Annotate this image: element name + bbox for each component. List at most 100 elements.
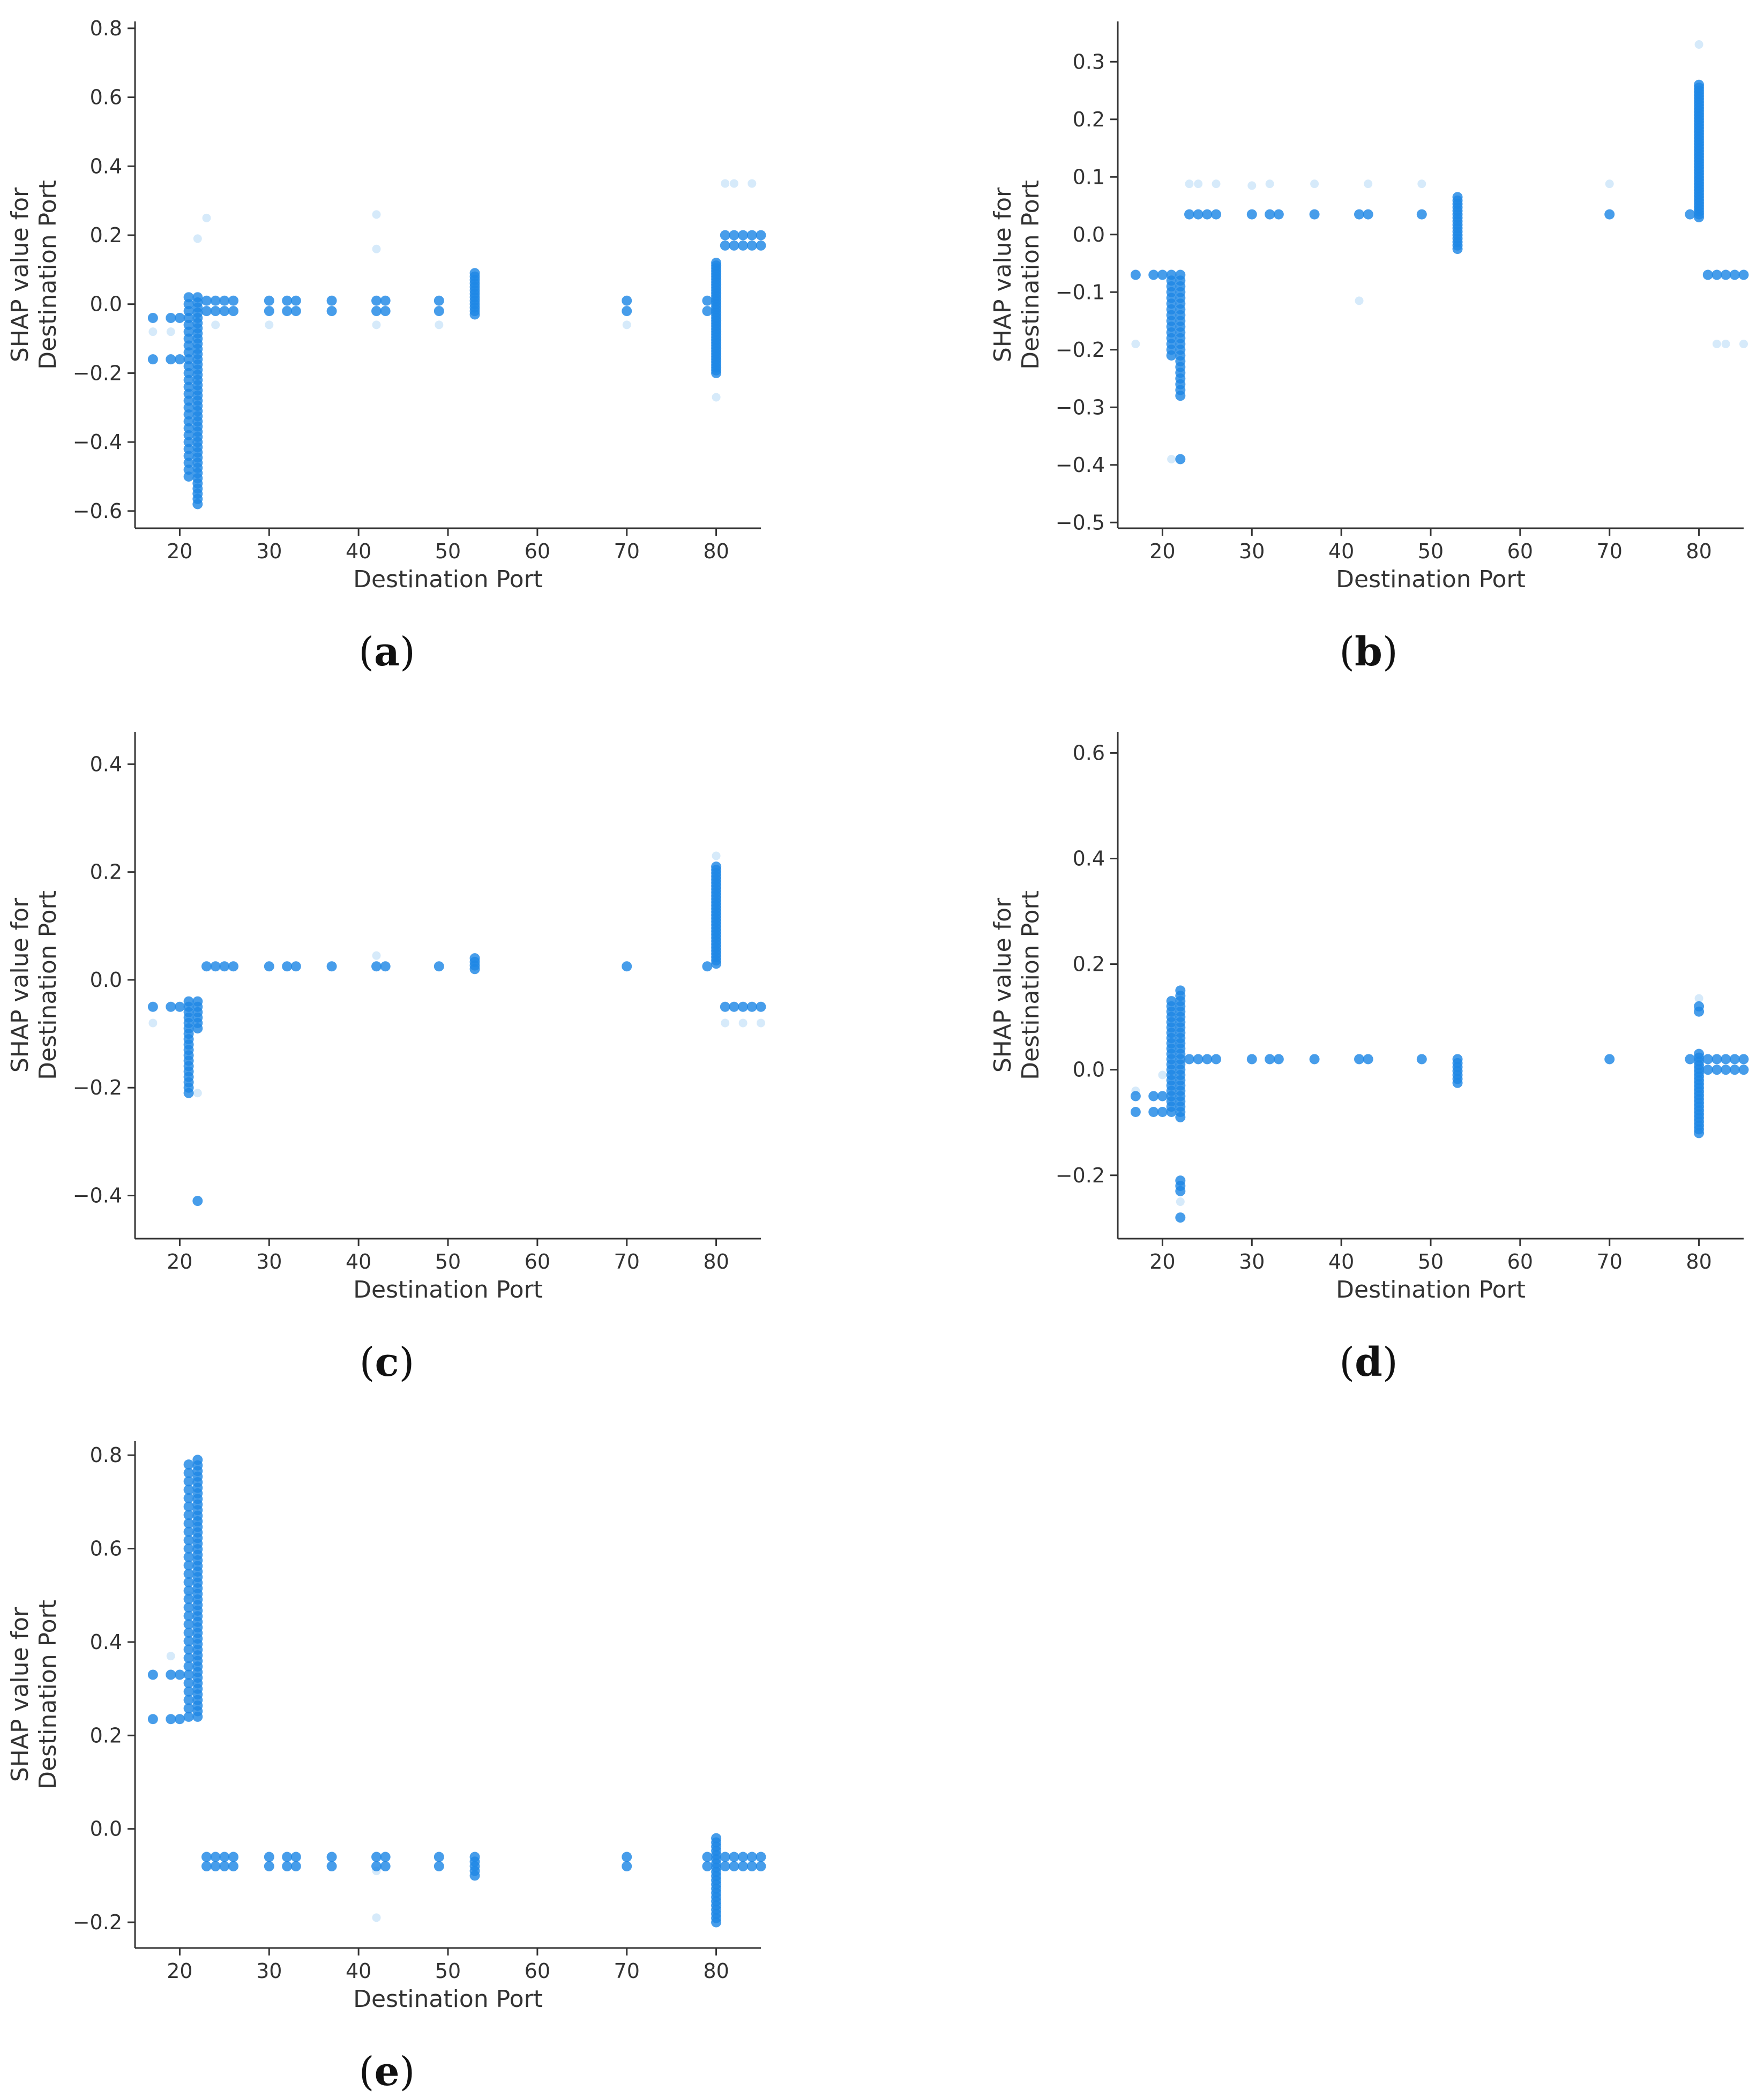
data-point — [1157, 269, 1168, 280]
data-point — [228, 961, 239, 972]
data-point — [433, 295, 444, 306]
x-tick-label: 50 — [1418, 540, 1444, 563]
data-point — [192, 1455, 203, 1465]
data-point — [738, 1001, 749, 1012]
data-point-faint — [622, 320, 631, 329]
data-point — [738, 1861, 749, 1871]
x-tick-label: 20 — [1149, 1250, 1175, 1273]
data-point — [1354, 209, 1365, 220]
data-point — [1309, 209, 1320, 220]
data-point — [166, 1669, 176, 1680]
data-point — [183, 1711, 194, 1722]
data-point — [210, 961, 221, 972]
data-point-faint — [1265, 179, 1274, 189]
data-point-faint — [757, 1018, 765, 1028]
data-point-faint — [372, 320, 381, 329]
data-point-faint — [1194, 179, 1203, 189]
data-point — [228, 1861, 239, 1871]
data-point-faint — [265, 320, 274, 329]
data-point — [738, 230, 749, 241]
data-point — [183, 1610, 194, 1621]
data-point — [264, 1852, 274, 1862]
data-point — [183, 1585, 194, 1596]
x-axis-label: Destination Port — [1336, 1276, 1526, 1303]
data-point-faint — [372, 1913, 381, 1922]
data-point — [1211, 1054, 1222, 1065]
data-point-faint — [729, 179, 738, 188]
data-point — [183, 1476, 194, 1487]
y-tick-label: 0.2 — [1073, 953, 1105, 976]
data-point — [183, 1569, 194, 1579]
x-tick-label: 70 — [1597, 1250, 1623, 1273]
data-point — [219, 1861, 230, 1871]
y-tick-label: 0.4 — [90, 1630, 122, 1654]
x-tick-label: 60 — [1507, 540, 1533, 563]
y-tick-label: 0.8 — [90, 1443, 122, 1467]
data-point — [1175, 985, 1186, 996]
data-point — [756, 1861, 766, 1871]
data-point — [1702, 1054, 1713, 1065]
data-point-faint — [748, 179, 757, 188]
data-point — [147, 1669, 158, 1680]
data-point — [622, 306, 632, 317]
data-point — [729, 1852, 739, 1862]
data-point-faint — [1721, 340, 1730, 348]
x-axis-label: Destination Port — [353, 566, 543, 593]
data-point — [1363, 209, 1373, 220]
data-point — [183, 1661, 194, 1672]
data-point — [264, 961, 274, 972]
data-point — [201, 961, 212, 972]
data-point — [1202, 1054, 1213, 1065]
data-point — [183, 1552, 194, 1562]
data-point — [219, 1852, 230, 1862]
data-point — [1416, 1054, 1427, 1065]
x-tick-label: 50 — [435, 1959, 461, 1983]
data-point — [326, 1852, 337, 1862]
data-point — [756, 1001, 766, 1012]
data-point — [183, 1686, 194, 1697]
panel-caption: (c) — [360, 1339, 415, 1385]
data-point — [1184, 1054, 1194, 1065]
data-point-faint — [148, 327, 158, 336]
data-point — [174, 1669, 185, 1680]
data-point — [1148, 1091, 1159, 1102]
data-point — [433, 306, 444, 317]
data-point — [1604, 1054, 1615, 1065]
data-point-faint — [1355, 296, 1364, 305]
data-point — [326, 295, 337, 306]
data-point — [738, 1852, 749, 1862]
x-tick-label: 30 — [256, 540, 282, 563]
data-point — [702, 306, 713, 317]
data-point — [290, 295, 301, 306]
panel-caption: (a) — [358, 629, 415, 675]
data-point — [746, 1001, 757, 1012]
data-point — [720, 240, 730, 251]
data-point — [720, 1852, 730, 1862]
data-point — [228, 295, 239, 306]
data-point — [746, 240, 757, 251]
data-point — [1711, 1054, 1722, 1065]
y-tick-label: −0.6 — [73, 499, 122, 523]
data-point-faint — [1739, 340, 1748, 348]
y-tick-label: 0.2 — [90, 1724, 122, 1747]
y-tick-label: 0.2 — [1073, 108, 1105, 131]
data-point — [702, 1861, 713, 1871]
data-point — [380, 306, 391, 317]
data-point — [290, 1861, 301, 1871]
data-point — [192, 292, 203, 303]
x-tick-label: 30 — [1239, 540, 1265, 563]
x-tick-label: 20 — [1149, 540, 1175, 563]
data-point — [380, 295, 391, 306]
data-point — [174, 1001, 185, 1012]
y-axis-label-line1: SHAP value for — [6, 1607, 34, 1782]
y-axis-label-line1: SHAP value for — [989, 897, 1016, 1073]
data-point — [210, 306, 221, 317]
data-point — [219, 961, 230, 972]
data-point — [1130, 1107, 1141, 1117]
y-tick-label: −0.2 — [73, 1910, 122, 1934]
x-axis-label: Destination Port — [353, 1985, 543, 2013]
data-point — [147, 1001, 158, 1012]
y-axis-label-line1: SHAP value for — [989, 187, 1016, 362]
